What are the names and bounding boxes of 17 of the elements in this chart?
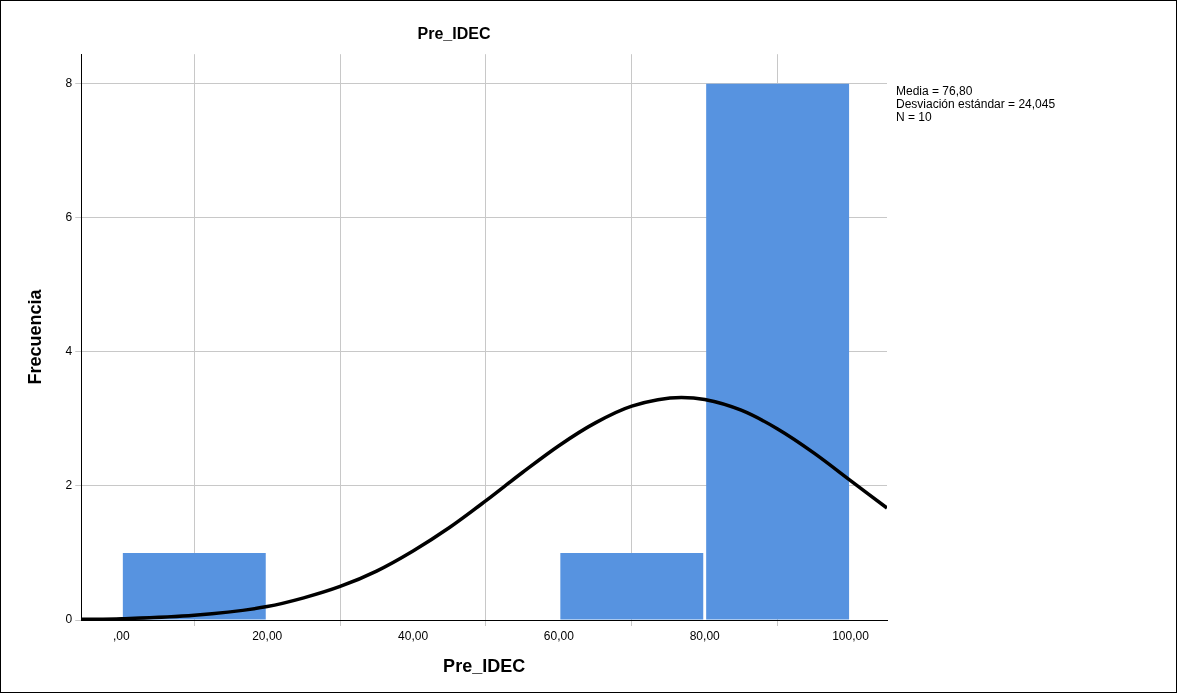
text: Media = 76,80 [896, 83, 973, 98]
x-tick-label: 60,00 [543, 628, 575, 643]
y-axis-title: Frecuencia [24, 288, 45, 385]
y-tick-label: 8 [65, 76, 73, 91]
x-tick-label: 40,00 [398, 628, 429, 643]
chart-title: Pre_IDEC [417, 25, 491, 43]
x-tick-label: 80,00 [689, 628, 721, 643]
text: N = 10 [896, 109, 933, 124]
x-tick-label: 100,00 [832, 628, 870, 643]
x-axis-title: Pre_IDEC [443, 656, 526, 677]
y-tick-label: 4 [65, 344, 73, 359]
y-tick-label: 2 [65, 478, 73, 493]
x-tick-label: 20,00 [252, 628, 283, 643]
text: Desviación estándar = 24,045 [896, 96, 1056, 111]
y-tick-label: 0 [65, 612, 73, 627]
y-tick-label: 6 [65, 210, 73, 225]
x-tick-label: ,00 [113, 628, 131, 643]
